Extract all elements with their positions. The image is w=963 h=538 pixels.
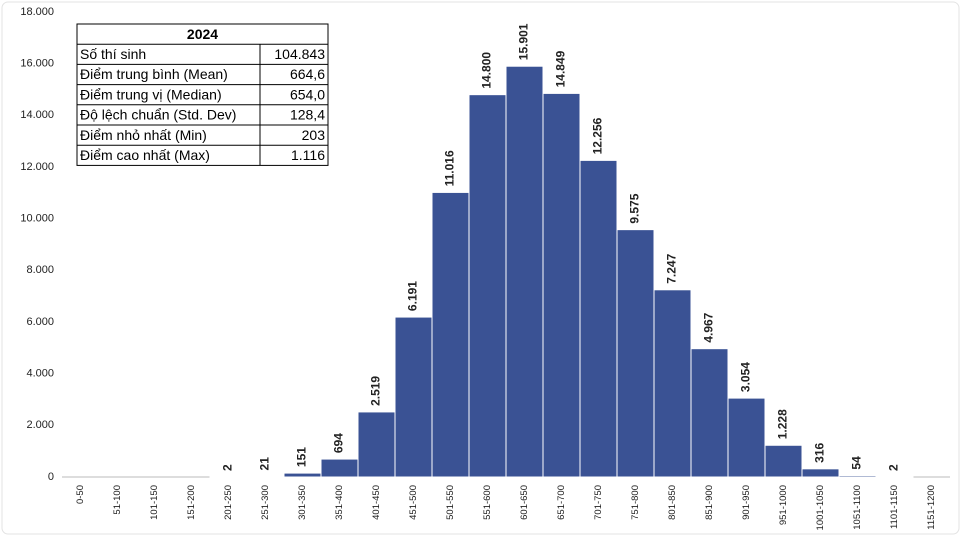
x-tick-label: 1051-1100 bbox=[852, 485, 863, 530]
value-label: 6.191 bbox=[406, 281, 420, 311]
x-tick-label: 351-400 bbox=[334, 485, 345, 520]
bar bbox=[616, 229, 655, 478]
y-tick-label: 8.000 bbox=[26, 264, 54, 276]
table-value: 104.843 bbox=[274, 46, 325, 62]
value-label: 14.800 bbox=[480, 52, 494, 89]
value-label: 1.228 bbox=[776, 409, 790, 439]
table-label: Độ lệch chuẩn (Std. Dev) bbox=[80, 107, 236, 123]
value-label: 2.519 bbox=[369, 376, 383, 406]
value-label: 151 bbox=[295, 447, 309, 467]
y-tick-label: 6.000 bbox=[26, 316, 54, 328]
table-value: 654,0 bbox=[290, 86, 325, 102]
value-label: 3.054 bbox=[739, 362, 753, 392]
x-tick-label: 601-650 bbox=[519, 485, 530, 520]
table-label: Điểm trung vị (Median) bbox=[80, 86, 222, 102]
x-tick-label: 801-850 bbox=[667, 485, 678, 520]
x-tick-label: 301-350 bbox=[297, 485, 308, 520]
bar bbox=[320, 458, 359, 478]
table-label: Điểm trung bình (Mean) bbox=[80, 66, 228, 82]
value-label: 21 bbox=[258, 457, 272, 471]
table-value: 128,4 bbox=[290, 107, 325, 123]
x-tick-label: 951-1000 bbox=[778, 485, 789, 525]
bar bbox=[505, 65, 544, 478]
bar bbox=[468, 94, 507, 478]
x-tick-label: 101-150 bbox=[149, 485, 160, 520]
table-value: 664,6 bbox=[290, 66, 325, 82]
value-label: 14.849 bbox=[554, 50, 568, 87]
x-tick-label: 501-550 bbox=[445, 485, 456, 520]
bar bbox=[838, 475, 877, 478]
x-tick-label: 401-450 bbox=[371, 485, 382, 520]
table-value: 1.116 bbox=[291, 147, 325, 163]
x-tick-label: 901-950 bbox=[741, 485, 752, 520]
x-tick-label: 851-900 bbox=[704, 485, 715, 520]
value-label: 12.256 bbox=[591, 117, 605, 154]
bar bbox=[394, 316, 433, 478]
bar bbox=[542, 92, 581, 478]
bar bbox=[357, 411, 396, 478]
value-label: 694 bbox=[332, 433, 346, 453]
y-tick-label: 12.000 bbox=[20, 161, 54, 173]
bar bbox=[283, 472, 322, 478]
x-tick-label: 551-600 bbox=[482, 485, 493, 520]
value-label: 15.901 bbox=[517, 23, 531, 60]
y-tick-label: 10.000 bbox=[20, 213, 54, 225]
y-tick-label: 18.000 bbox=[20, 6, 54, 18]
bar bbox=[727, 397, 766, 478]
table-label: Điểm cao nhất (Max) bbox=[80, 147, 210, 163]
x-tick-label: 451-500 bbox=[408, 485, 419, 520]
y-tick-label: 14.000 bbox=[20, 109, 54, 121]
value-label: 9.575 bbox=[628, 193, 642, 223]
bar bbox=[690, 348, 729, 478]
y-tick-label: 16.000 bbox=[20, 58, 54, 70]
x-tick-label: 0-50 bbox=[75, 485, 86, 504]
bar bbox=[246, 475, 285, 478]
x-tick-label: 251-300 bbox=[260, 485, 271, 520]
x-tick-label: 1151-1200 bbox=[926, 485, 937, 530]
value-label: 7.247 bbox=[665, 253, 679, 283]
value-label: 4.967 bbox=[702, 312, 716, 342]
x-tick-label: 201-250 bbox=[223, 485, 234, 520]
value-label: 54 bbox=[850, 456, 864, 470]
table-title: 2024 bbox=[187, 26, 218, 42]
bar bbox=[801, 468, 840, 478]
y-tick-label: 0 bbox=[48, 471, 54, 483]
table-value: 203 bbox=[302, 127, 326, 143]
x-tick-label: 51-100 bbox=[112, 485, 123, 515]
y-tick-label: 2.000 bbox=[26, 419, 54, 431]
x-tick-label: 1001-1050 bbox=[815, 485, 826, 530]
bar bbox=[431, 191, 470, 478]
value-label: 2 bbox=[221, 464, 235, 471]
value-label: 316 bbox=[813, 442, 827, 462]
bar bbox=[579, 159, 618, 478]
value-label: 11.016 bbox=[443, 150, 457, 186]
table-label: Số thí sinh bbox=[80, 46, 146, 62]
x-tick-label: 701-750 bbox=[593, 485, 604, 520]
x-tick-label: 151-200 bbox=[186, 485, 197, 520]
bar bbox=[653, 289, 692, 478]
table-label: Điểm nhỏ nhất (Min) bbox=[80, 127, 207, 143]
x-tick-label: 651-700 bbox=[556, 485, 567, 520]
x-tick-label: 751-800 bbox=[630, 485, 641, 520]
x-tick-label: 1101-1150 bbox=[889, 485, 900, 529]
y-tick-label: 4.000 bbox=[26, 368, 54, 380]
value-label: 2 bbox=[887, 464, 901, 471]
bar bbox=[764, 444, 803, 478]
table-frame bbox=[76, 23, 329, 166]
